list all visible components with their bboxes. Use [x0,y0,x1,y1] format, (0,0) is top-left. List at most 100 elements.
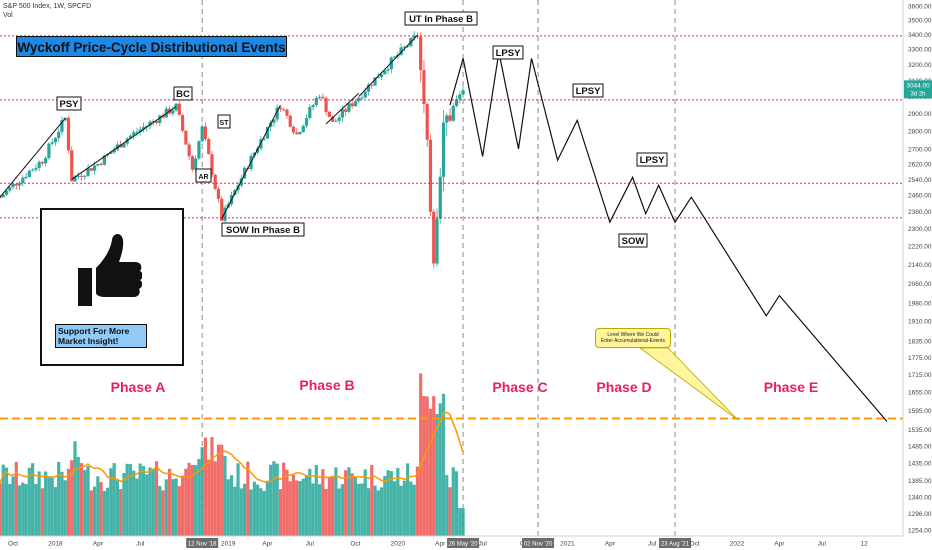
volume-bar [210,437,214,536]
event-label-box [636,152,668,167]
x-tick-label: 2021 [560,541,575,548]
x-tick-label: Jul [136,541,145,548]
candle-body [207,139,211,155]
volume-bar [399,485,403,536]
candle-body [40,161,44,164]
candle-body [327,111,331,117]
candle-body [389,57,393,70]
support-box[interactable]: Support For More Market Insight! [40,208,184,366]
chart-title: Wyckoff Price-Cycle Distributional Event… [16,36,287,57]
volume-bar [24,484,28,536]
candle-body [350,103,354,107]
y-tick-label: 2620.00 [908,161,932,168]
volume-bar [357,483,361,536]
y-tick-label: 2460.00 [908,193,932,200]
candle-body [441,122,446,177]
event-label-text: AR [198,174,208,181]
candle-body [1,194,5,198]
volume-bar [317,484,322,536]
volume-bar [402,480,406,536]
candle-body [158,115,162,123]
candle-body [376,77,380,79]
x-tick-label: 23 Aug '21 [661,542,690,548]
candle-body [76,175,80,177]
candle-body [445,115,449,123]
volume-bar [132,470,136,536]
volume-bar [311,483,315,536]
candle-body [181,114,185,131]
candle-body [4,190,9,195]
volume-bar [308,468,312,536]
event-label: AR [195,168,212,183]
candle-body [96,163,100,166]
x-tick-label: Oct [350,541,360,548]
candle-body [366,84,371,92]
event-label-box [195,168,212,183]
y-tick-label: 2380.00 [908,209,932,216]
volume-bar [360,483,364,536]
volume-bar [340,484,345,536]
candle-body [402,46,406,48]
y-tick-label: 3500.00 [908,17,932,24]
date-badge [447,538,480,548]
candle-body [27,170,31,178]
volume-bar [164,479,168,536]
y-tick-label: 1296.00 [908,511,932,518]
volume-bar [285,469,289,536]
volume-bar [86,466,90,536]
event-label: BC [173,86,193,101]
date-badge [659,538,692,548]
y-tick-label: 1775.00 [908,355,932,362]
candle-body [53,137,58,143]
event-label-box [173,86,193,101]
event-label-text: SOW [622,236,645,247]
candle-body [448,115,452,121]
volume-bar [138,463,142,536]
candle-body [344,109,348,112]
volume-bar [76,456,80,536]
volume-bar [181,475,185,536]
volume-bar [229,475,234,536]
volume-bar [278,489,283,536]
candle-body [288,115,292,127]
y-tick-label: 1535.00 [908,427,932,434]
volume-bar [272,461,276,536]
volume-bar [376,490,380,536]
volume-bar [112,463,116,536]
candle-body [386,69,390,71]
event-label-text: LPSY [576,86,601,97]
volume-bar [190,465,195,536]
candle-body [148,121,152,126]
candle-body [265,127,270,139]
phase-label: Phase A [111,379,166,395]
candle-body [412,35,416,38]
candle-body [213,174,217,189]
y-tick-label: 1385.00 [908,478,932,485]
callout-line-2: Enter Accumulational-Events [601,338,665,344]
y-tick-label: 1910.00 [908,318,932,325]
volume-bar [301,478,305,536]
y-tick-label: 3300.00 [908,47,932,54]
last-price-timer: 3d 2h [910,91,925,97]
event-label-text: LPSY [496,48,521,59]
volume-bar [409,481,413,536]
candle-body [92,165,97,171]
event-label: SOW In Phase B [221,222,305,237]
y-tick-label: 1254.00 [908,528,932,535]
candle-body [14,183,18,186]
candle-body [399,47,403,55]
y-tick-label: 1980.00 [908,301,932,308]
volume-bar [298,481,302,536]
volume-bar [304,475,309,536]
volume-bar [259,488,263,536]
y-tick-label: 3600.00 [908,4,932,11]
candle-body [438,176,442,219]
volume-bar [40,488,44,536]
candle-body [122,143,126,148]
volume-bar [282,462,286,536]
event-label-box [217,114,231,129]
candle-body [200,126,204,142]
volume-bar [389,471,393,536]
candle-body [17,183,22,186]
candle-body [109,152,113,155]
